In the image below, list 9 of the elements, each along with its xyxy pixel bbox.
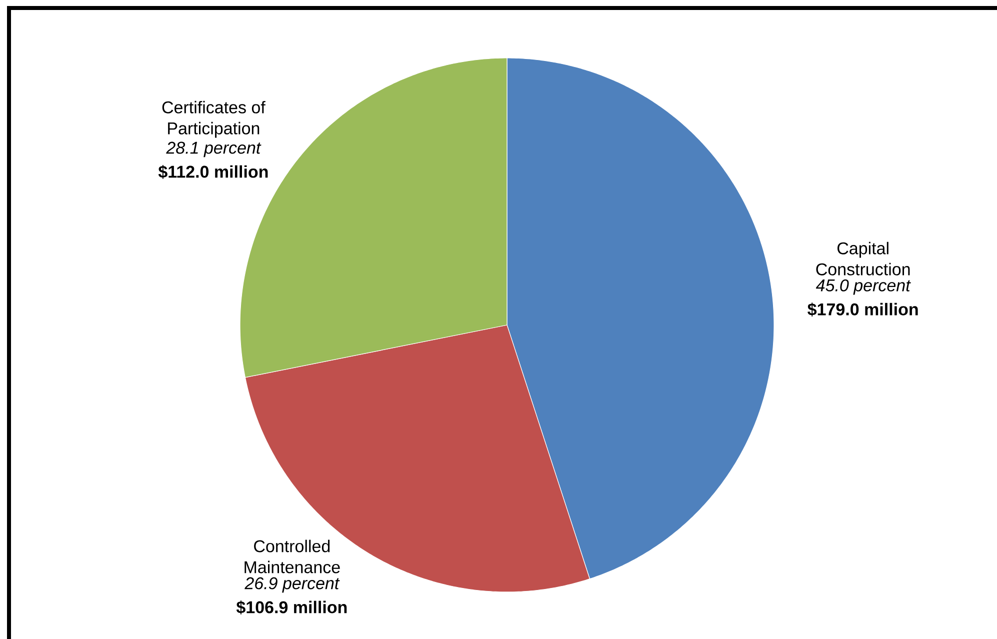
text: 26.9 percent [244,577,340,593]
data-label: $106.9 million [236,600,347,614]
text: 28.1 percent [166,142,262,158]
data-label: $112.0 million [158,165,268,179]
slice-label: Capital Construction [816,242,910,276]
data-label: $179.0 million [808,302,918,316]
slice-label: Controlled Maintenance [244,540,340,574]
text: 45.0 percent [816,279,911,295]
slice-label: Certificates of Participation [162,100,266,138]
